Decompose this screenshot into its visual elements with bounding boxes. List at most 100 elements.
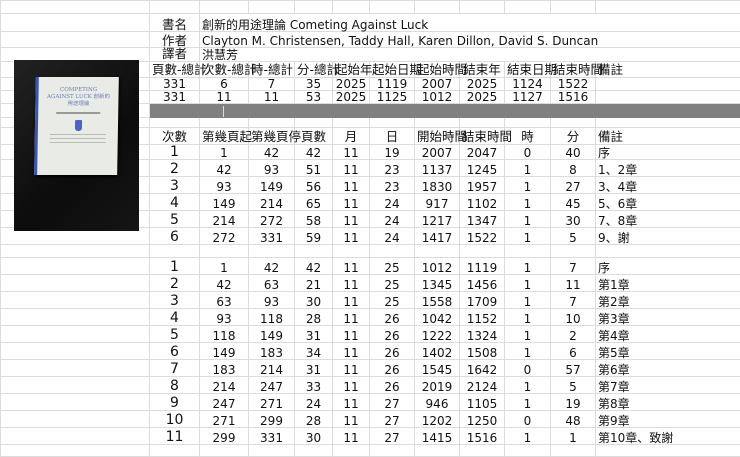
- cell[interactable]: [249, 244, 295, 257]
- session-cell[interactable]: 11: [333, 274, 370, 291]
- session-cell[interactable]: 10: [150, 410, 200, 427]
- cell[interactable]: [249, 117, 295, 127]
- cell[interactable]: [1, 1, 150, 14]
- session-cell[interactable]: 2007: [415, 144, 460, 159]
- session-cell[interactable]: 11: [333, 257, 370, 274]
- session-cell[interactable]: 10: [551, 308, 596, 325]
- summary-cell[interactable]: 6: [200, 77, 249, 90]
- cell[interactable]: [249, 444, 295, 456]
- summary-cell[interactable]: 11: [249, 90, 295, 103]
- cell[interactable]: [551, 444, 596, 456]
- session-cell[interactable]: 214: [249, 359, 295, 376]
- summary-cell[interactable]: 7: [249, 77, 295, 90]
- session-header[interactable]: 頁數: [295, 127, 333, 144]
- cell[interactable]: [505, 444, 551, 456]
- session-cell[interactable]: 247: [200, 393, 249, 410]
- session-cell[interactable]: 149: [249, 325, 295, 342]
- session-cell[interactable]: 1: [200, 257, 249, 274]
- session-cell[interactable]: 1347: [460, 210, 505, 227]
- session-cell[interactable]: 1、2章: [596, 159, 740, 176]
- session-cell[interactable]: 第7章: [596, 376, 740, 393]
- session-cell[interactable]: 299: [200, 427, 249, 444]
- session-cell[interactable]: 1202: [415, 410, 460, 427]
- book-title-label[interactable]: 書名: [150, 14, 200, 32]
- session-header[interactable]: 分: [551, 127, 596, 144]
- session-cell[interactable]: 第4章: [596, 325, 740, 342]
- session-cell[interactable]: 3: [150, 291, 200, 308]
- session-cell[interactable]: 1830: [415, 176, 460, 193]
- summary-cell[interactable]: 11: [200, 90, 249, 103]
- summary-cell[interactable]: 1124: [505, 77, 551, 90]
- cell[interactable]: [200, 444, 249, 456]
- cell[interactable]: [1, 427, 150, 444]
- session-cell[interactable]: 28: [295, 410, 333, 427]
- session-cell[interactable]: 93: [249, 159, 295, 176]
- session-cell[interactable]: 7: [150, 359, 200, 376]
- summary-header[interactable]: 起始日期: [370, 61, 415, 77]
- session-cell[interactable]: 1: [505, 159, 551, 176]
- cell[interactable]: [460, 444, 505, 456]
- session-cell[interactable]: 27: [370, 410, 415, 427]
- session-cell[interactable]: 11: [333, 427, 370, 444]
- summary-cell[interactable]: 1522: [551, 77, 596, 90]
- session-cell[interactable]: 2: [551, 325, 596, 342]
- cell[interactable]: [150, 444, 200, 456]
- session-cell[interactable]: 19: [551, 393, 596, 410]
- session-cell[interactable]: 149: [200, 193, 249, 210]
- session-cell[interactable]: 63: [249, 274, 295, 291]
- session-cell[interactable]: 0: [505, 144, 551, 159]
- session-cell[interactable]: 11: [333, 210, 370, 227]
- cell[interactable]: [249, 1, 295, 14]
- session-cell[interactable]: 序: [596, 144, 740, 159]
- session-cell[interactable]: 51: [295, 159, 333, 176]
- cell[interactable]: [415, 444, 460, 456]
- session-cell[interactable]: 272: [200, 227, 249, 244]
- session-cell[interactable]: 0: [505, 359, 551, 376]
- session-header[interactable]: 第幾頁停: [249, 127, 295, 144]
- cell[interactable]: [150, 1, 200, 14]
- session-cell[interactable]: 31: [295, 359, 333, 376]
- session-cell[interactable]: 214: [249, 193, 295, 210]
- session-cell[interactable]: 第5章: [596, 342, 740, 359]
- cell[interactable]: [200, 1, 249, 14]
- cell[interactable]: [551, 117, 596, 127]
- session-cell[interactable]: 42: [200, 159, 249, 176]
- session-cell[interactable]: 1522: [460, 227, 505, 244]
- session-cell[interactable]: 30: [295, 427, 333, 444]
- session-cell[interactable]: 93: [200, 176, 249, 193]
- session-cell[interactable]: 1415: [415, 427, 460, 444]
- session-cell[interactable]: 5、6章: [596, 193, 740, 210]
- cell[interactable]: [333, 244, 370, 257]
- cell[interactable]: [505, 244, 551, 257]
- session-cell[interactable]: 271: [249, 393, 295, 410]
- session-cell[interactable]: 1: [505, 427, 551, 444]
- session-cell[interactable]: 1: [150, 144, 200, 159]
- book-author-value[interactable]: Clayton M. Christensen, Taddy Hall, Kare…: [200, 32, 740, 48]
- session-cell[interactable]: 3: [150, 176, 200, 193]
- session-cell[interactable]: 26: [370, 325, 415, 342]
- session-cell[interactable]: 58: [295, 210, 333, 227]
- cell[interactable]: [505, 117, 551, 127]
- summary-header[interactable]: 結束日期: [505, 61, 551, 77]
- session-cell[interactable]: 24: [370, 210, 415, 227]
- cell[interactable]: [415, 117, 460, 127]
- cell[interactable]: [200, 244, 249, 257]
- cell[interactable]: [370, 117, 415, 127]
- session-cell[interactable]: 11: [333, 291, 370, 308]
- session-cell[interactable]: 65: [295, 193, 333, 210]
- session-cell[interactable]: 11: [333, 342, 370, 359]
- session-cell[interactable]: 2124: [460, 376, 505, 393]
- cell[interactable]: [551, 1, 596, 14]
- session-cell[interactable]: 23: [370, 176, 415, 193]
- session-cell[interactable]: 56: [295, 176, 333, 193]
- session-cell[interactable]: 42: [249, 144, 295, 159]
- session-cell[interactable]: 1042: [415, 308, 460, 325]
- cell[interactable]: [460, 1, 505, 14]
- session-cell[interactable]: 34: [295, 342, 333, 359]
- book-title-value[interactable]: 創新的用途理論 Cometing Against Luck: [200, 14, 740, 32]
- cell[interactable]: [596, 1, 740, 14]
- cell[interactable]: [1, 325, 150, 342]
- session-cell[interactable]: 27: [551, 176, 596, 193]
- session-cell[interactable]: 149: [249, 176, 295, 193]
- cell[interactable]: [1, 444, 150, 456]
